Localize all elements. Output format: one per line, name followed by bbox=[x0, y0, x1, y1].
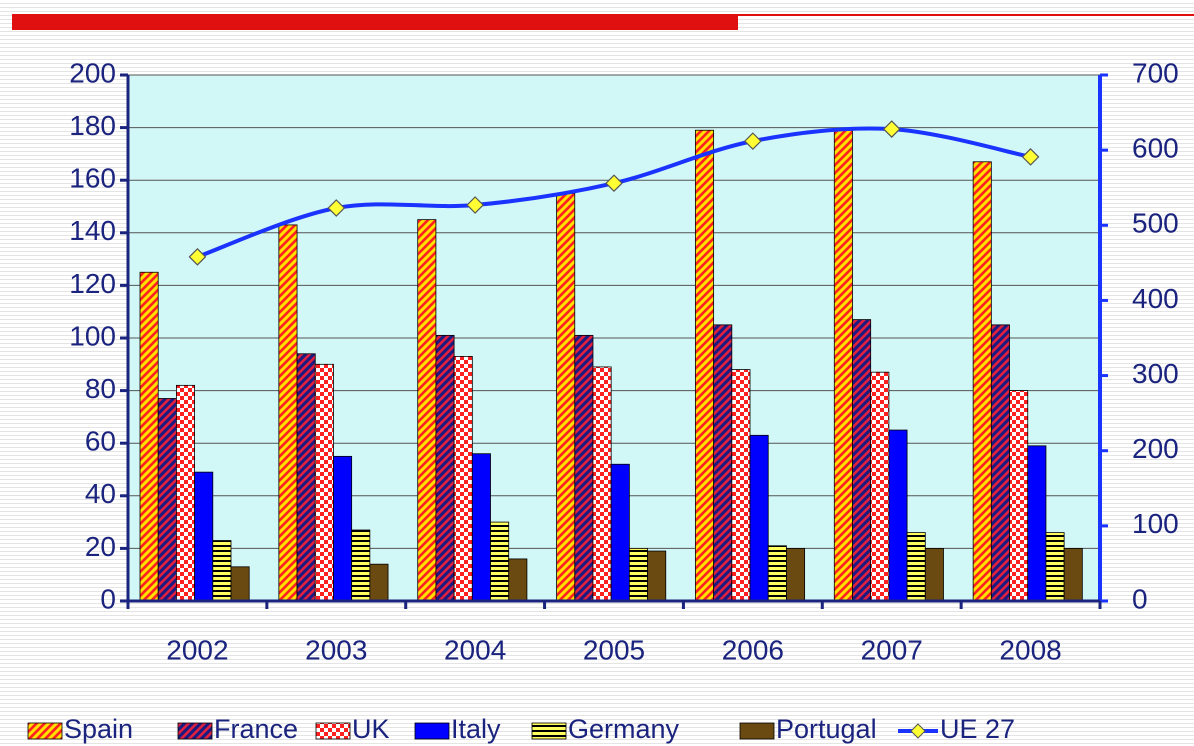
bar bbox=[175, 384, 195, 602]
bar bbox=[767, 545, 787, 602]
y-tick-label: 40 bbox=[85, 478, 116, 509]
bar bbox=[610, 463, 630, 602]
line-marker bbox=[1021, 148, 1040, 166]
legend-label: Italy bbox=[451, 714, 501, 744]
bar bbox=[1045, 532, 1065, 602]
x-tick-label: 2005 bbox=[583, 634, 645, 665]
y-tick-label: 60 bbox=[85, 426, 116, 457]
y-tick-label: 180 bbox=[69, 110, 116, 141]
bar bbox=[490, 521, 510, 602]
bar bbox=[471, 453, 491, 602]
header-bar bbox=[12, 14, 738, 30]
legend-swatch bbox=[177, 722, 213, 740]
legend-label: Spain bbox=[64, 714, 133, 744]
x-tick-label: 2007 bbox=[861, 634, 923, 665]
bar bbox=[296, 353, 316, 602]
y2-tick-label: 100 bbox=[1132, 508, 1179, 539]
legend-swatch bbox=[739, 722, 775, 740]
bar bbox=[749, 434, 769, 602]
legend-swatch bbox=[910, 723, 926, 739]
y-tick-label: 160 bbox=[69, 163, 116, 194]
y-tick-label: 0 bbox=[100, 583, 116, 614]
y-tick-label: 120 bbox=[69, 268, 116, 299]
bar bbox=[351, 529, 371, 602]
y2-tick-label: 600 bbox=[1132, 133, 1179, 164]
bar bbox=[508, 558, 528, 602]
bar bbox=[556, 192, 576, 602]
bar bbox=[1063, 548, 1083, 602]
bar bbox=[333, 455, 353, 602]
legend-label: UK bbox=[352, 714, 390, 744]
legend-swatch bbox=[27, 722, 63, 740]
bar bbox=[230, 566, 250, 602]
y2-tick-label: 200 bbox=[1132, 433, 1179, 464]
y-tick-label: 140 bbox=[69, 215, 116, 246]
y2-tick-label: 300 bbox=[1132, 358, 1179, 389]
x-tick-label: 2004 bbox=[444, 634, 506, 665]
bar bbox=[852, 319, 872, 602]
legend-label: France bbox=[214, 714, 298, 744]
bar bbox=[278, 224, 298, 602]
bar bbox=[713, 324, 733, 602]
legend-label: UE 27 bbox=[940, 714, 1015, 744]
legend-label: Germany bbox=[568, 714, 680, 744]
x-tick-label: 2003 bbox=[305, 634, 367, 665]
y2-tick-label: 700 bbox=[1132, 57, 1179, 88]
bar bbox=[628, 548, 648, 602]
x-tick-label: 2002 bbox=[166, 634, 228, 665]
line-marker bbox=[744, 132, 762, 150]
legend-swatch bbox=[315, 722, 351, 740]
bar bbox=[592, 366, 612, 602]
y-tick-label: 80 bbox=[85, 373, 116, 404]
bar bbox=[417, 219, 437, 602]
legend-swatch bbox=[414, 722, 450, 740]
y2-tick-label: 0 bbox=[1132, 583, 1148, 614]
legend-label: Portugal bbox=[776, 714, 877, 744]
bar bbox=[574, 334, 594, 602]
y2-tick-label: 500 bbox=[1132, 208, 1179, 239]
bar bbox=[990, 324, 1010, 602]
y-tick-label: 100 bbox=[69, 320, 116, 351]
bar bbox=[870, 371, 890, 602]
line-marker bbox=[327, 199, 346, 217]
line-marker bbox=[466, 196, 484, 214]
bar bbox=[695, 129, 715, 602]
bar bbox=[212, 540, 232, 602]
y-tick-label: 20 bbox=[85, 531, 116, 562]
bar bbox=[1027, 445, 1047, 602]
bar bbox=[888, 429, 908, 602]
line-marker bbox=[188, 247, 207, 266]
bar bbox=[435, 334, 455, 602]
bar bbox=[314, 363, 334, 602]
y2-tick-label: 400 bbox=[1132, 283, 1179, 314]
bar bbox=[924, 548, 944, 602]
bar bbox=[139, 271, 159, 602]
bar bbox=[157, 398, 177, 602]
y-tick-label: 200 bbox=[69, 57, 116, 88]
bar bbox=[647, 550, 667, 602]
bar bbox=[906, 532, 926, 602]
x-tick-label: 2008 bbox=[999, 634, 1061, 665]
legend-swatch bbox=[531, 722, 567, 740]
bar bbox=[194, 471, 214, 602]
bar bbox=[1009, 390, 1029, 602]
bar bbox=[972, 161, 992, 602]
bar bbox=[786, 548, 806, 602]
line-marker bbox=[605, 174, 623, 193]
bar bbox=[833, 129, 853, 602]
bar bbox=[731, 369, 751, 602]
line-marker bbox=[882, 120, 901, 138]
x-tick-label: 2006 bbox=[722, 634, 784, 665]
bar bbox=[453, 356, 473, 602]
bar bbox=[369, 563, 389, 602]
